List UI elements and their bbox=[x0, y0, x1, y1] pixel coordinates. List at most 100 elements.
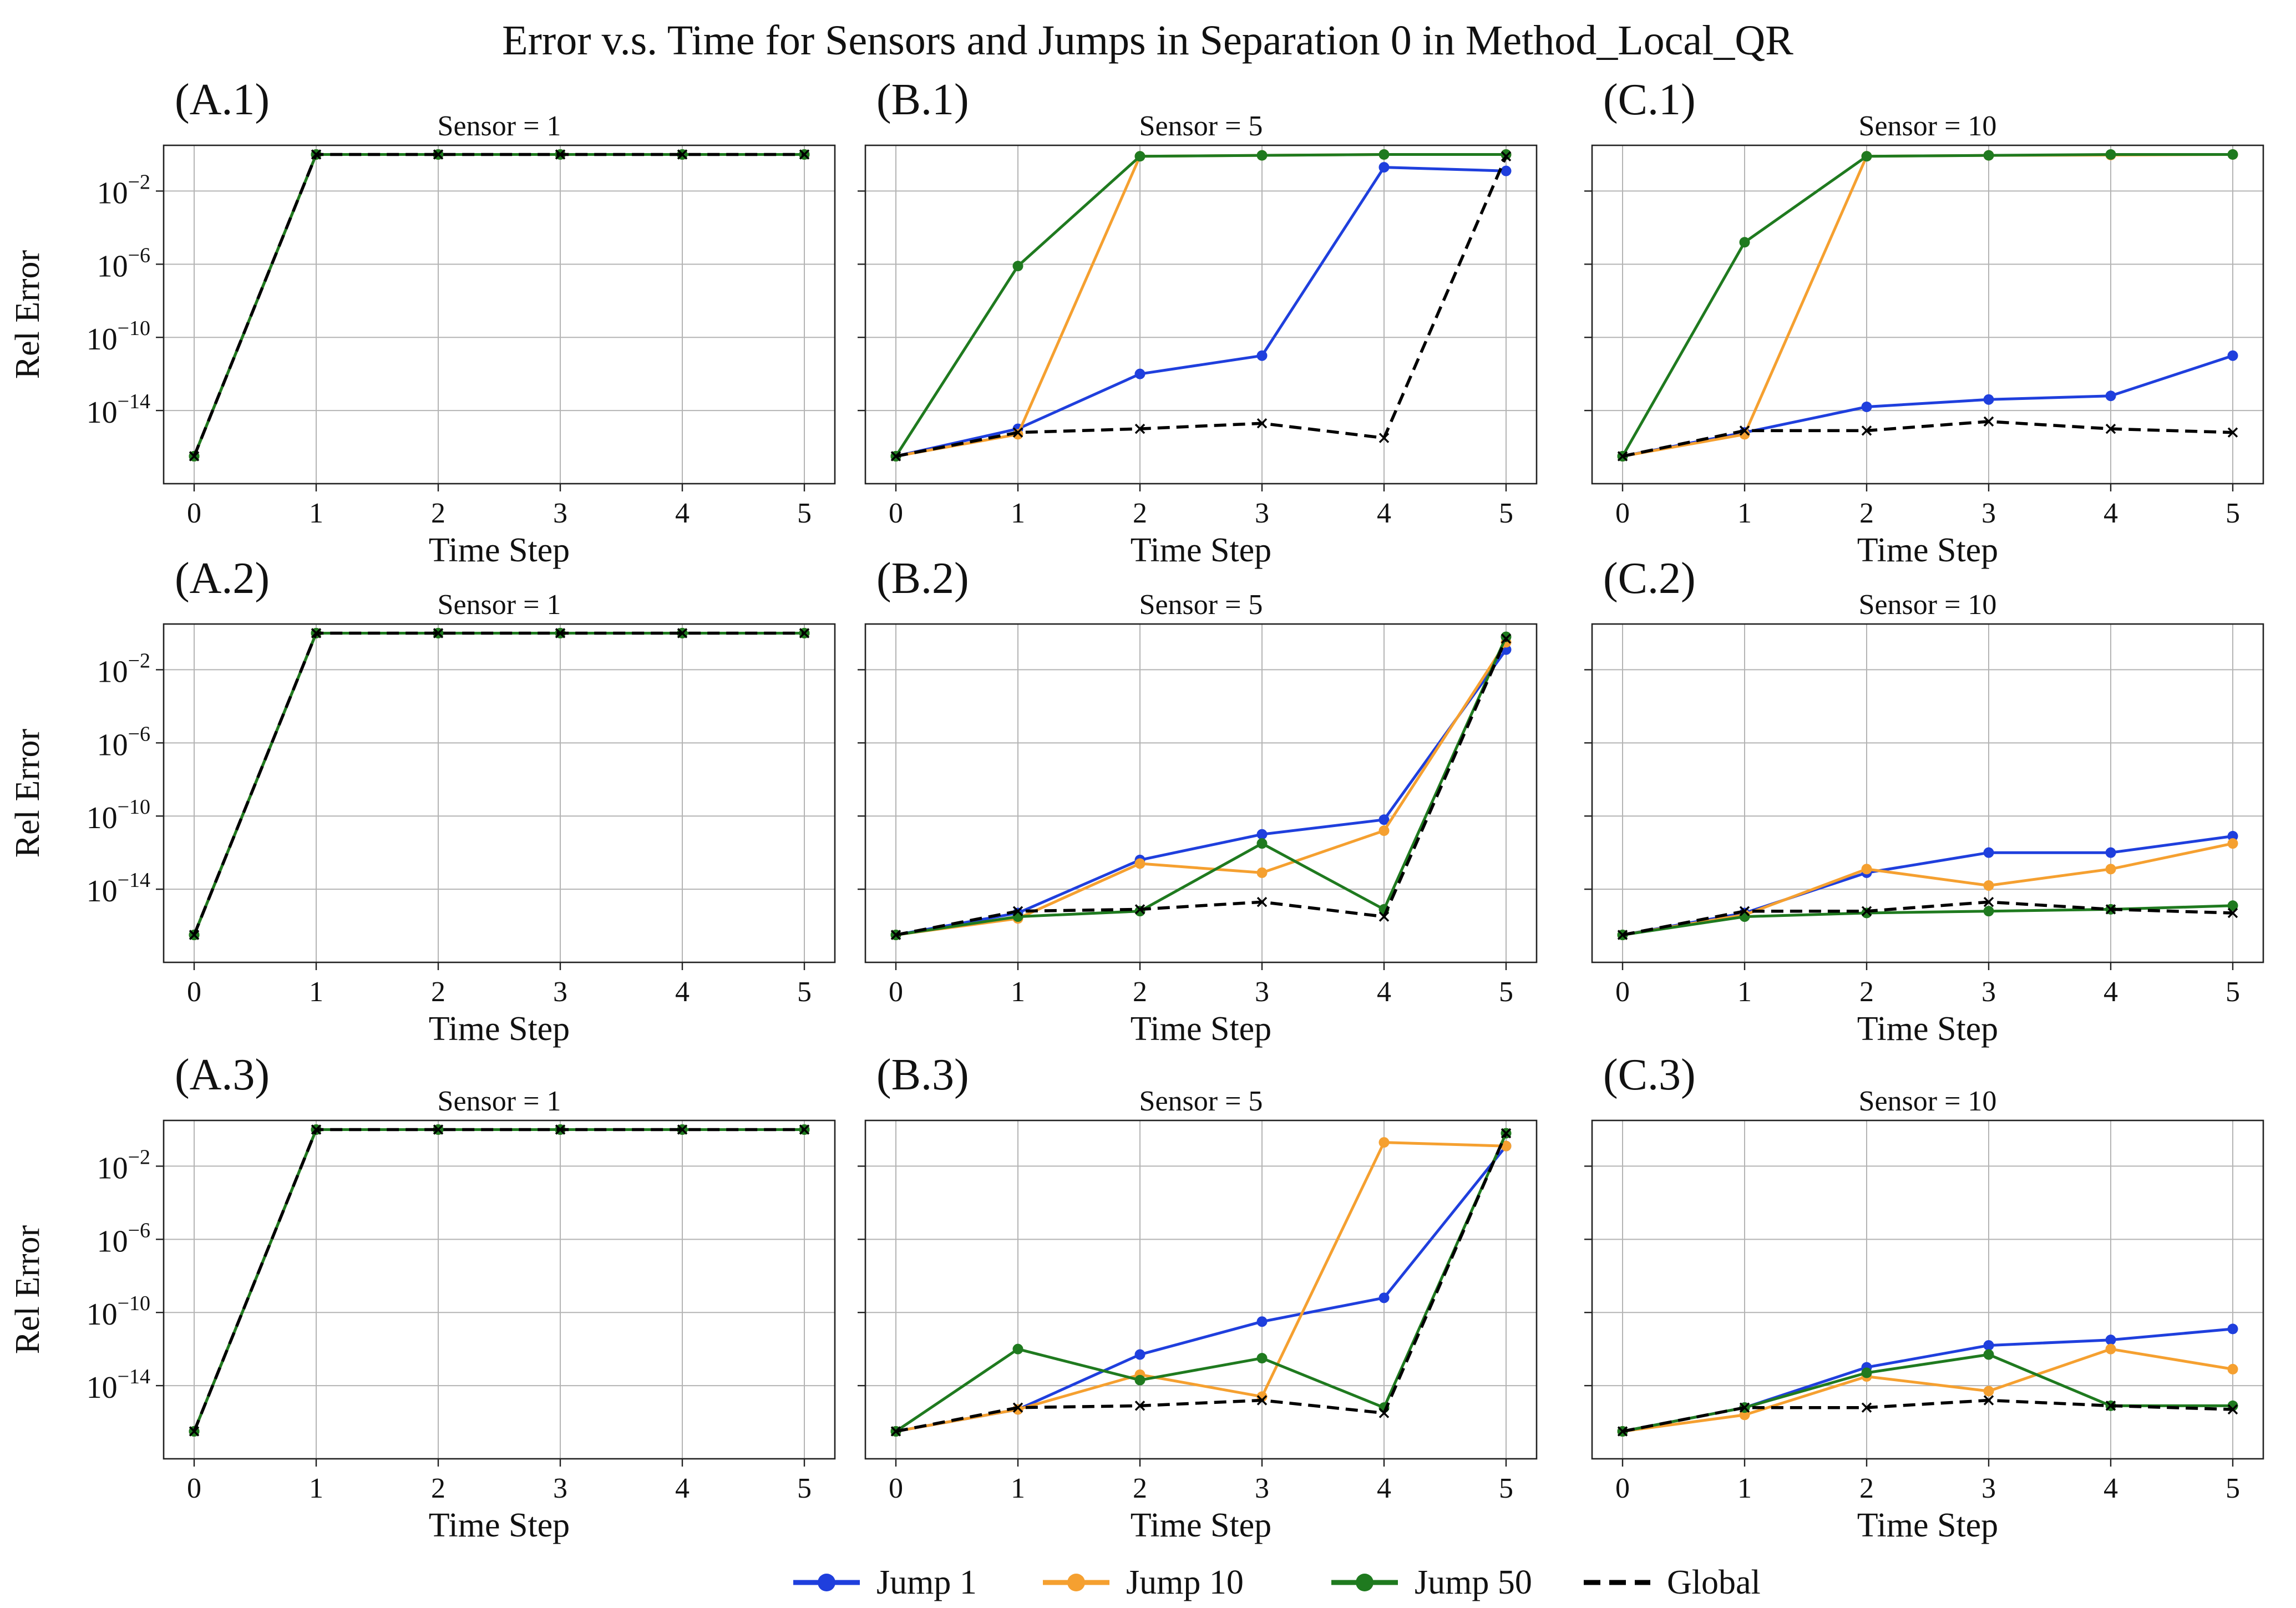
y-tick-label: 10−6 bbox=[97, 244, 150, 283]
panel-c-1: 0 1 2 3 4 5 Time Step Sensor = 10 (C.1) bbox=[1584, 75, 2264, 569]
data-point bbox=[1378, 433, 1390, 443]
axes-frame bbox=[864, 623, 1538, 963]
data-point bbox=[1501, 633, 1512, 644]
y-tick-label: 10−6 bbox=[97, 722, 150, 762]
x-tick-label: 2 bbox=[1133, 976, 1147, 1008]
y-tick-label: 10−10 bbox=[87, 795, 150, 835]
data-point bbox=[1861, 1402, 1872, 1413]
x-tick-label: 1 bbox=[1011, 498, 1025, 529]
subplot-title: Sensor = 5 bbox=[1139, 589, 1263, 621]
data-point bbox=[1134, 904, 1146, 915]
legend-marker bbox=[1067, 1574, 1085, 1591]
data-point bbox=[2227, 838, 2238, 849]
x-tick-label: 0 bbox=[187, 498, 201, 529]
data-point bbox=[2227, 907, 2238, 919]
x-axis-label: Time Step bbox=[429, 1010, 570, 1048]
data-point bbox=[1739, 1409, 1750, 1421]
x-tick-label: 5 bbox=[797, 498, 812, 529]
data-point bbox=[189, 930, 200, 940]
data-point bbox=[1378, 1408, 1390, 1418]
data-point bbox=[799, 628, 810, 638]
data-point bbox=[1983, 1340, 1994, 1351]
data-point bbox=[1378, 825, 1390, 836]
x-tick-label: 4 bbox=[2104, 1473, 2118, 1504]
legend-label: Jump 50 bbox=[1415, 1564, 1532, 1601]
x-axis-label: Time Step bbox=[1857, 1506, 1998, 1544]
data-point bbox=[677, 149, 688, 160]
panel-label: (A.2) bbox=[175, 554, 270, 603]
panel-label: (C.3) bbox=[1603, 1051, 1696, 1099]
subplot-title: Sensor = 10 bbox=[1859, 110, 1997, 142]
series-line bbox=[895, 1133, 1508, 1433]
x-tick-label: 1 bbox=[309, 976, 323, 1008]
data-point bbox=[1256, 838, 1268, 849]
x-axis-label: Time Step bbox=[1857, 1010, 1998, 1048]
data-point bbox=[1256, 350, 1268, 361]
data-point bbox=[1256, 829, 1268, 840]
y-tick-label: 10−2 bbox=[97, 170, 150, 210]
series-line bbox=[894, 153, 1506, 457]
series-global bbox=[1617, 416, 2238, 461]
panel-label: (C.2) bbox=[1603, 554, 1696, 603]
data-point bbox=[799, 1124, 810, 1135]
x-tick-label: 3 bbox=[553, 976, 567, 1008]
panel-a-1: 10−2 10−6 10−10 10−14 0 1 2 3 4 5 Time Step Rel Err… bbox=[9, 75, 836, 569]
x-tick-label: 0 bbox=[1615, 498, 1630, 529]
x-tick-label: 0 bbox=[889, 498, 903, 529]
data-point bbox=[1134, 1401, 1146, 1411]
axes-frame bbox=[864, 144, 1538, 485]
subplot-title: Sensor = 10 bbox=[1859, 1085, 1997, 1117]
data-point bbox=[1983, 896, 1994, 907]
series-line bbox=[1622, 900, 2233, 937]
x-tick-label: 5 bbox=[2226, 1473, 2240, 1504]
data-point bbox=[1012, 1402, 1023, 1413]
data-point bbox=[890, 1426, 901, 1437]
x-axis-label: Time Step bbox=[1857, 531, 1998, 569]
x-tick-label: 0 bbox=[187, 1473, 201, 1504]
x-tick-label: 2 bbox=[1133, 498, 1147, 529]
x-tick-label: 0 bbox=[1615, 976, 1630, 1008]
subplot-title: Sensor = 5 bbox=[1139, 110, 1263, 142]
y-tick-label: 10−10 bbox=[87, 1292, 150, 1332]
series-global bbox=[1617, 896, 2238, 940]
data-point bbox=[1378, 149, 1390, 160]
data-point bbox=[677, 1124, 688, 1135]
subplot-title: Sensor = 1 bbox=[438, 589, 561, 621]
y-tick-label: 10−14 bbox=[87, 390, 150, 430]
axes-frame bbox=[1591, 1119, 2264, 1460]
x-tick-label: 2 bbox=[431, 1473, 445, 1504]
x-tick-label: 3 bbox=[1255, 976, 1269, 1008]
x-tick-label: 4 bbox=[1377, 976, 1391, 1008]
x-tick-label: 5 bbox=[2226, 498, 2240, 529]
panel-c-3: 0 1 2 3 4 5 Time Step Sensor = 10 (C.3) bbox=[1584, 1051, 2264, 1544]
x-tick-label: 1 bbox=[1737, 498, 1752, 529]
x-tick-label: 1 bbox=[309, 1473, 323, 1504]
data-point bbox=[1134, 423, 1146, 434]
series-line bbox=[1622, 842, 2233, 936]
data-point bbox=[2227, 1404, 2238, 1415]
legend-entry-global: Global bbox=[1584, 1564, 1761, 1601]
data-point bbox=[890, 930, 901, 940]
data-point bbox=[2105, 1401, 2116, 1411]
x-tick-label: 4 bbox=[675, 498, 690, 529]
data-point bbox=[1256, 150, 1268, 161]
x-tick-label: 3 bbox=[1981, 498, 1996, 529]
legend-label: Jump 1 bbox=[876, 1564, 977, 1601]
x-tick-label: 1 bbox=[309, 498, 323, 529]
data-point bbox=[1861, 1367, 1872, 1378]
data-point bbox=[2227, 830, 2238, 841]
y-tick-label: 10−14 bbox=[87, 869, 150, 909]
panels: 10−2 10−6 10−10 10−14 0 1 2 3 4 5 Time Step Rel Err… bbox=[9, 75, 2264, 1544]
data-point bbox=[1378, 1292, 1390, 1303]
data-point bbox=[1378, 1137, 1390, 1148]
x-tick-label: 1 bbox=[1737, 976, 1752, 1008]
data-point bbox=[1861, 425, 1872, 436]
data-point bbox=[799, 149, 810, 160]
data-point bbox=[2105, 149, 2116, 160]
axes-frame bbox=[163, 144, 836, 485]
y-tick-label: 10−14 bbox=[87, 1365, 150, 1405]
panel-label: (B.3) bbox=[876, 1051, 969, 1099]
data-point bbox=[2227, 1323, 2238, 1335]
series-line bbox=[895, 641, 1508, 936]
